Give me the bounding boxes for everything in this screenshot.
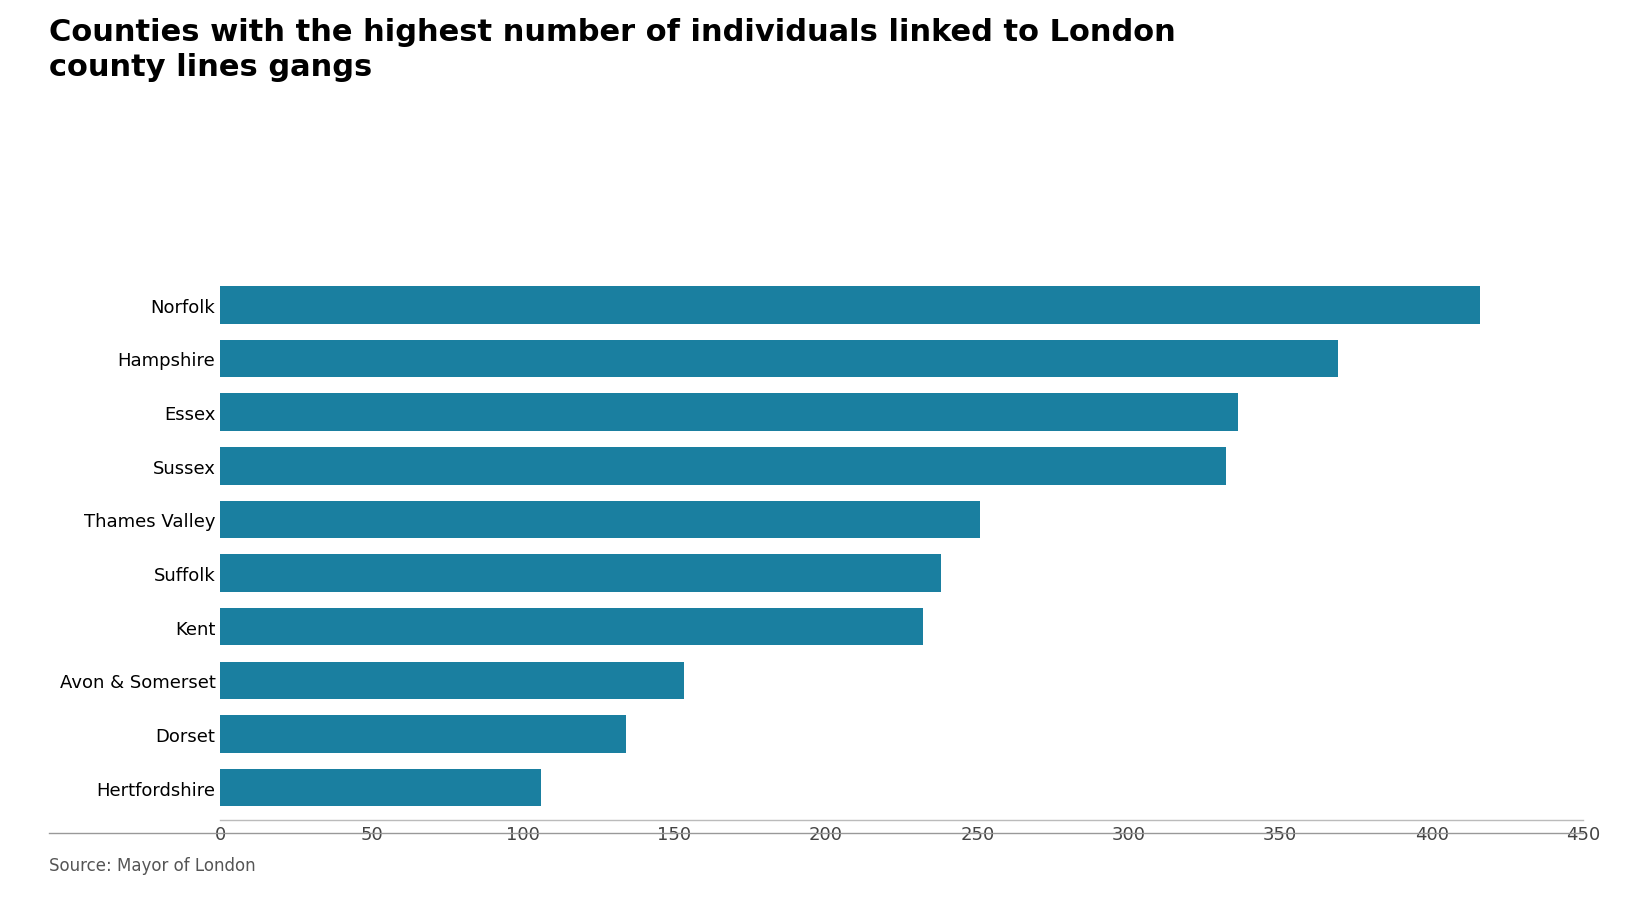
- Bar: [220, 447, 1226, 485]
- Bar: [220, 555, 942, 592]
- Bar: [220, 661, 684, 700]
- Bar: [220, 501, 981, 538]
- Bar: [220, 769, 542, 806]
- Bar: [220, 609, 922, 646]
- Bar: [220, 715, 627, 752]
- Text: BBC: BBC: [1534, 855, 1575, 872]
- Bar: [220, 287, 1480, 324]
- Bar: [220, 394, 1237, 432]
- Text: Counties with the highest number of individuals linked to London
county lines ga: Counties with the highest number of indi…: [49, 18, 1175, 82]
- Bar: [220, 341, 1338, 378]
- Text: Source: Mayor of London: Source: Mayor of London: [49, 856, 256, 875]
